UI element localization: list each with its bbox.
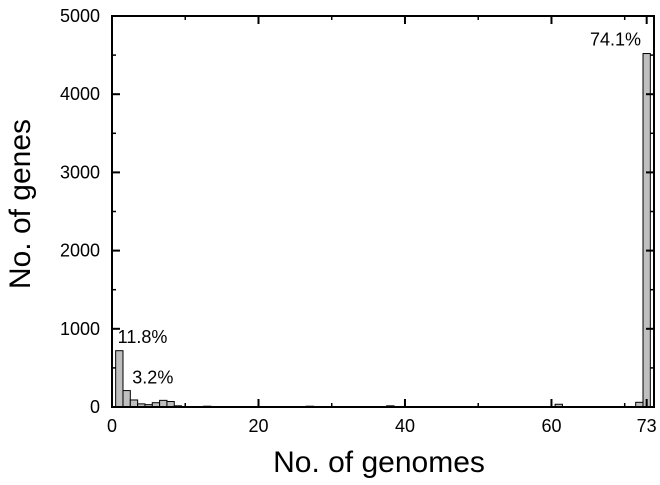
y-tick-label: 0 [90,397,100,417]
y-tick-label: 5000 [60,6,100,26]
histogram-bar [122,390,131,408]
histogram-bar [642,53,651,408]
histogram-bar [115,350,124,408]
y-axis-ticks: 0 1000 2000 3000 4000 5000 [60,6,654,417]
annotations: 11.8% 3.2% 74.1% [118,30,641,388]
x-tick-label: 0 [107,416,117,436]
x-tick-label: 20 [248,416,268,436]
x-axis-title: No. of genomes [273,446,485,479]
y-axis-title: No. of genes [4,119,37,289]
plot-frame [111,15,655,408]
x-tick-label: 60 [541,416,561,436]
x-tick-label: 40 [395,416,415,436]
percent-annotation: 3.2% [132,368,173,388]
bar-group [115,53,651,408]
y-tick-label: 1000 [60,319,100,339]
y-tick-label: 4000 [60,84,100,104]
y-tick-label: 2000 [60,241,100,261]
percent-annotation: 74.1% [590,30,641,50]
x-tick-label: 73 [637,416,657,436]
x-axis-ticks: 0 20 40 60 73 [107,16,657,436]
histogram-bar [129,399,139,408]
y-tick-label: 3000 [60,162,100,182]
percent-annotation: 11.8% [118,327,168,347]
